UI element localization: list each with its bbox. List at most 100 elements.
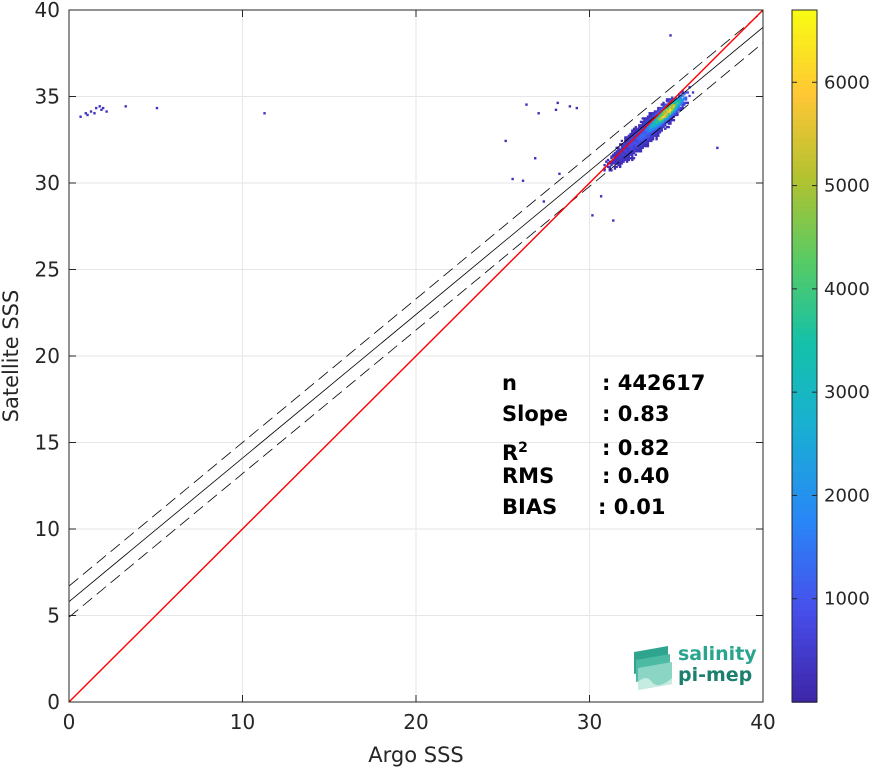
density-cell bbox=[620, 151, 624, 155]
density-cell bbox=[617, 158, 620, 162]
stat-slope-value: : 0.83 bbox=[602, 402, 670, 426]
density-cell bbox=[657, 106, 660, 110]
density-cell bbox=[636, 150, 639, 153]
density-cell bbox=[645, 139, 648, 143]
density-cell bbox=[613, 151, 617, 155]
density-cell bbox=[634, 134, 637, 137]
colorbar-segment bbox=[792, 540, 817, 548]
density-cell bbox=[617, 163, 620, 167]
density-cell bbox=[662, 115, 665, 118]
density-cell bbox=[667, 101, 670, 105]
density-cell bbox=[657, 129, 660, 132]
x-axis-label: Argo SSS bbox=[368, 743, 463, 767]
stat-rms-value: : 0.40 bbox=[602, 464, 670, 488]
density-cell bbox=[620, 144, 624, 148]
density-cell bbox=[657, 125, 660, 129]
density-cell bbox=[667, 113, 670, 117]
density-cell bbox=[622, 157, 625, 160]
colorbar-segment bbox=[792, 552, 817, 559]
density-cell bbox=[683, 96, 686, 99]
density-cell bbox=[554, 108, 558, 112]
density-cell bbox=[615, 160, 618, 163]
density-cell bbox=[648, 138, 651, 141]
density-cell bbox=[618, 153, 622, 156]
density-cell bbox=[657, 124, 660, 127]
density-cell bbox=[643, 131, 646, 134]
density-cell bbox=[657, 131, 660, 134]
density-cell bbox=[636, 148, 639, 151]
density-cell bbox=[89, 110, 93, 113]
density-cell bbox=[533, 157, 537, 160]
density-cell bbox=[676, 99, 679, 103]
density-cell bbox=[667, 120, 670, 124]
density-cell bbox=[634, 132, 637, 136]
colorbar-segment bbox=[792, 102, 817, 109]
density-cell bbox=[636, 132, 639, 136]
density-cell bbox=[641, 136, 644, 139]
density-cell bbox=[648, 115, 651, 118]
density-cell bbox=[648, 136, 651, 139]
colorbar-segment bbox=[792, 425, 817, 432]
density-cell bbox=[86, 113, 89, 117]
density-cell bbox=[667, 108, 670, 111]
density-cell bbox=[671, 103, 674, 106]
y-tick-label: 10 bbox=[35, 517, 60, 541]
density-cell bbox=[624, 136, 627, 139]
density-cell bbox=[638, 138, 641, 141]
density-cell bbox=[639, 138, 643, 141]
density-cell bbox=[679, 101, 683, 105]
density-cell bbox=[671, 115, 674, 118]
density-cell bbox=[615, 157, 618, 160]
density-cell bbox=[617, 157, 620, 160]
density-cell bbox=[627, 146, 631, 149]
density-cell bbox=[648, 113, 651, 117]
density-cell bbox=[650, 138, 653, 141]
density-cell bbox=[79, 115, 82, 118]
x-tick-label: 30 bbox=[577, 710, 602, 734]
density-cell bbox=[629, 153, 632, 156]
colorbar-segment bbox=[792, 79, 817, 86]
density-cell bbox=[658, 125, 662, 129]
stat-bias-value: : 0.01 bbox=[598, 495, 666, 519]
density-cell bbox=[639, 125, 643, 129]
density-cell bbox=[662, 124, 665, 127]
density-cell bbox=[638, 141, 641, 144]
density-cell bbox=[676, 101, 679, 105]
density-cell bbox=[629, 143, 632, 146]
colorbar-segment bbox=[792, 603, 817, 611]
density-cell bbox=[620, 158, 624, 162]
density-cell bbox=[638, 125, 641, 129]
density-cell bbox=[622, 150, 625, 153]
density-cell bbox=[612, 155, 615, 158]
density-cell bbox=[624, 144, 627, 148]
x-tick-label: 0 bbox=[63, 710, 76, 734]
density-cell bbox=[681, 101, 684, 105]
colorbar-segment bbox=[792, 113, 817, 121]
density-cell bbox=[627, 158, 631, 162]
density-cell bbox=[665, 113, 669, 117]
density-cell bbox=[632, 144, 636, 148]
density-cell bbox=[679, 106, 683, 110]
colorbar-segment bbox=[792, 459, 817, 467]
density-cell bbox=[620, 139, 624, 143]
density-cell bbox=[653, 110, 657, 113]
colorbar-segment bbox=[792, 108, 817, 115]
stat-rms-label: RMS bbox=[502, 464, 555, 488]
colorbar-tick-label: 4000 bbox=[824, 279, 870, 300]
density-cell bbox=[657, 132, 660, 136]
colorbar-segment bbox=[792, 131, 817, 138]
colorbar-segment bbox=[792, 442, 817, 450]
density-cell bbox=[660, 127, 663, 130]
density-cell bbox=[631, 141, 634, 144]
density-cell bbox=[93, 112, 96, 115]
density-cell bbox=[639, 141, 643, 144]
density-cell bbox=[105, 110, 108, 113]
colorbar-segment bbox=[792, 350, 817, 357]
density-cell bbox=[660, 113, 663, 117]
density-cell bbox=[627, 150, 631, 153]
density-cell bbox=[676, 106, 679, 110]
density-cell bbox=[639, 127, 643, 130]
density-cell bbox=[648, 129, 651, 132]
density-cell bbox=[634, 148, 637, 151]
density-cell bbox=[672, 112, 676, 115]
